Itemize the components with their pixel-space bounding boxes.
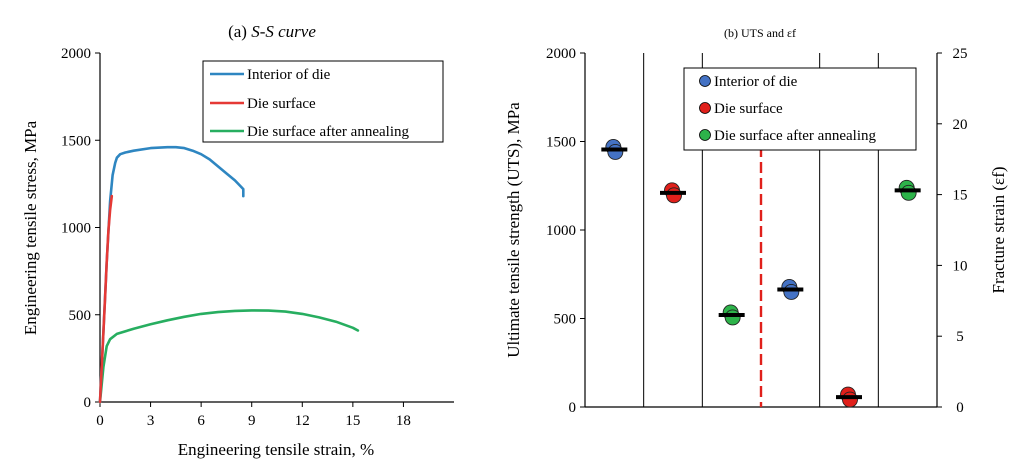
chart-a-series-die-surface bbox=[98, 194, 114, 404]
chart-b-legend-box bbox=[683, 67, 917, 151]
chart-b-y-ticks: 0 500 1000 1500 2000 bbox=[546, 46, 585, 416]
chart-b-y-tick-label: 1000 bbox=[546, 223, 576, 239]
chart-a: (a) S-S curve 0 500 1000 1500 2000 0 3 6 9 12 15 1… bbox=[21, 22, 454, 459]
chart-b-points bbox=[601, 139, 921, 408]
chart-b-y-tick-label: 500 bbox=[554, 312, 577, 328]
chart-b-point-die-surface-after-annealing-marker-lower bbox=[900, 184, 917, 201]
chart-a-y-tick-label: 2000 bbox=[61, 46, 91, 62]
chart-b-y2-tick-label: 15 bbox=[953, 188, 968, 204]
chart-b-legend: Interior of die Die surface Die surface … bbox=[683, 67, 917, 151]
chart-b-legend-label-1: Interior of die bbox=[714, 74, 798, 90]
chart-a-y-tick-label: 0 bbox=[84, 395, 92, 411]
chart-b-legend-label-2: Die surface bbox=[714, 101, 783, 117]
chart-a-title: (a) S-S curve bbox=[228, 22, 316, 41]
chart-a-series-interior-of-die bbox=[98, 145, 245, 404]
chart-b-legend-marker-2 bbox=[699, 102, 711, 114]
chart-a-y-ticks: 0 500 1000 1500 2000 bbox=[61, 46, 100, 411]
chart-a-legend-label-2: Die surface bbox=[247, 96, 316, 112]
chart-b-y-tick-label: 1500 bbox=[546, 135, 576, 151]
chart-a-x-ticks: 0 3 6 9 12 15 18 bbox=[96, 402, 411, 429]
chart-b-legend-marker-1 bbox=[699, 75, 711, 87]
chart-a-legend: Interior of die Die surface Die surface … bbox=[202, 60, 444, 143]
chart-a-x-tick-label: 6 bbox=[197, 413, 205, 429]
chart-a-legend-label-3: Die surface after annealing bbox=[247, 124, 409, 140]
chart-b-point-interior-of-die-marker-lower bbox=[607, 144, 624, 160]
chart-b-y2-label: Fracture strain (εf) bbox=[989, 166, 1008, 293]
chart-a-series bbox=[98, 145, 360, 404]
chart-b-y2-tick-label: 5 bbox=[956, 329, 964, 345]
chart-a-legend-label-1: Interior of die bbox=[247, 67, 331, 83]
chart-b-point-interior-of-die-marker-lower bbox=[783, 284, 800, 300]
chart-a-x-tick-label: 18 bbox=[396, 413, 411, 429]
chart-b-y2-tick-label: 10 bbox=[953, 258, 968, 274]
chart-b-legend-label-3: Die surface after annealing bbox=[714, 128, 876, 144]
chart-a-y-tick-label: 1500 bbox=[61, 133, 91, 149]
chart-b-y2-tick-label: 0 bbox=[956, 400, 964, 416]
chart-b-point-die-surface-after-annealing-marker-lower bbox=[724, 309, 741, 326]
chart-b-y2-tick-label: 20 bbox=[953, 117, 968, 133]
chart-a-x-tick-label: 9 bbox=[248, 413, 256, 429]
chart-b-y2-tick-label: 25 bbox=[953, 46, 968, 62]
chart-b-y-tick-label: 0 bbox=[569, 400, 577, 416]
chart-b-y2-ticks: 0 5 10 15 20 25 bbox=[937, 46, 968, 416]
chart-a-x-tick-label: 3 bbox=[147, 413, 155, 429]
chart-a-y-tick-label: 500 bbox=[69, 308, 92, 324]
chart-a-x-tick-label: 0 bbox=[96, 413, 104, 429]
chart-a-x-tick-label: 15 bbox=[345, 413, 360, 429]
chart-b-point-die-surface-marker-lower bbox=[842, 391, 858, 408]
chart-a-y-tick-label: 1000 bbox=[61, 221, 91, 237]
chart-a-y-label: Engineering tensile stress, MPa bbox=[21, 120, 40, 335]
chart-a-x-tick-label: 12 bbox=[295, 413, 310, 429]
chart-b-point-die-surface-marker-lower bbox=[666, 187, 682, 204]
chart-a-x-label: Engineering tensile strain, % bbox=[178, 440, 374, 459]
chart-a-legend-box bbox=[202, 60, 444, 143]
chart-a-series-die-surface-after-annealing bbox=[98, 309, 360, 404]
chart-b-title: (b) UTS and εf bbox=[724, 26, 796, 40]
chart-b-legend-marker-3 bbox=[699, 129, 711, 141]
chart-b-y-label: Ultimate tensile strength (UTS), MPa bbox=[504, 102, 523, 358]
chart-b: (b) UTS and εf 0 500 1000 1500 2000 0 5 10 15 20… bbox=[504, 26, 1008, 416]
chart-b-y-tick-label: 2000 bbox=[546, 46, 576, 62]
